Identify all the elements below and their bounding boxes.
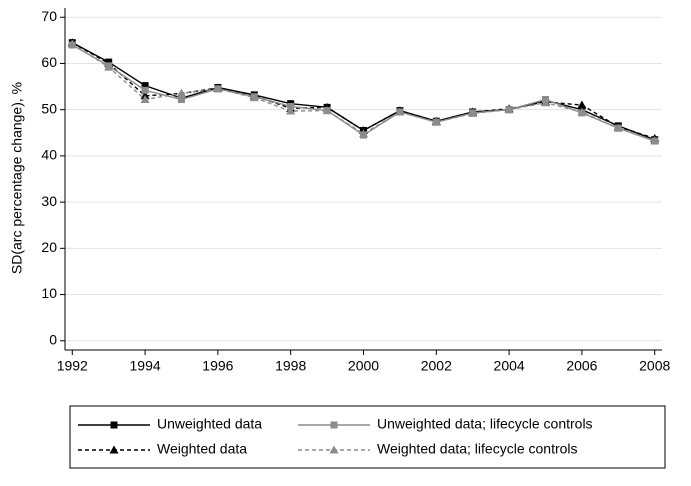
marker [141, 86, 149, 94]
marker [577, 100, 587, 109]
marker [140, 95, 150, 104]
y-tick-label: 40 [41, 147, 57, 163]
y-tick-label: 0 [49, 331, 57, 347]
x-tick-label: 2008 [639, 358, 670, 374]
x-tick-label: 1996 [202, 358, 233, 374]
marker [613, 123, 623, 132]
marker [249, 93, 259, 102]
marker [650, 136, 660, 145]
y-axis-label: SD(arc percentage change), % [9, 82, 25, 274]
marker [468, 108, 478, 117]
marker [541, 98, 551, 107]
y-tick-label: 70 [41, 8, 57, 24]
legend-label: Unweighted data [157, 416, 262, 432]
marker [577, 107, 587, 116]
x-tick-label: 1992 [57, 358, 88, 374]
y-tick-label: 60 [41, 54, 57, 70]
legend-label: Weighted data; lifecycle controls [377, 441, 578, 457]
x-tick-label: 2004 [494, 358, 525, 374]
marker [359, 129, 368, 138]
legend-marker [329, 445, 339, 454]
legend-label: Unweighted data; lifecycle controls [377, 416, 593, 432]
marker [431, 117, 441, 126]
marker [286, 106, 296, 115]
marker [176, 89, 186, 97]
marker [287, 102, 295, 110]
x-tick-label: 1998 [275, 358, 306, 374]
marker [177, 96, 185, 104]
y-tick-label: 50 [41, 100, 57, 116]
legend-marker [110, 421, 118, 429]
series-line [71, 42, 655, 139]
y-tick-label: 20 [41, 239, 57, 255]
marker [67, 39, 77, 48]
x-tick-label: 2006 [566, 358, 597, 374]
legend-box [69, 405, 666, 469]
marker [141, 82, 149, 90]
marker [504, 105, 514, 114]
marker [322, 106, 332, 115]
marker [104, 62, 114, 71]
y-tick-label: 30 [41, 193, 57, 209]
legend-marker [109, 445, 119, 454]
x-tick-label: 1994 [130, 358, 161, 374]
x-tick-label: 2002 [421, 358, 452, 374]
marker [213, 84, 223, 93]
legend-marker [330, 421, 338, 429]
x-tick-label: 2000 [348, 358, 379, 374]
y-tick-label: 10 [41, 285, 57, 301]
marker [395, 107, 405, 116]
legend-label: Weighted data [157, 441, 247, 457]
